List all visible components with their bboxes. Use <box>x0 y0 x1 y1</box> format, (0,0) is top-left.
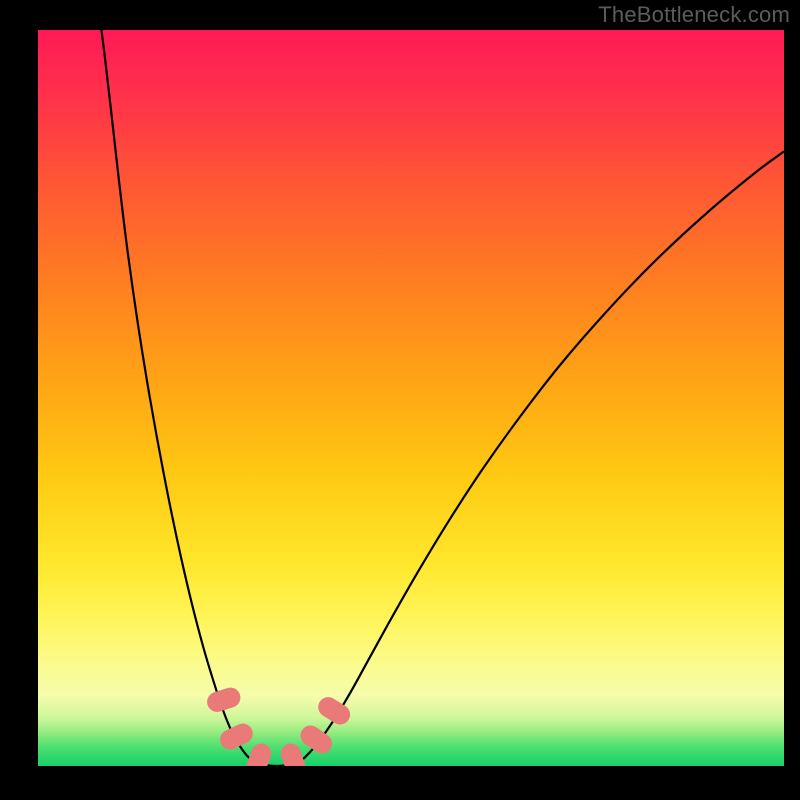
plot-svg <box>38 30 784 766</box>
plot-area <box>38 30 784 766</box>
chart-frame: TheBottleneck.com <box>0 0 800 800</box>
watermark-text: TheBottleneck.com <box>598 2 790 28</box>
